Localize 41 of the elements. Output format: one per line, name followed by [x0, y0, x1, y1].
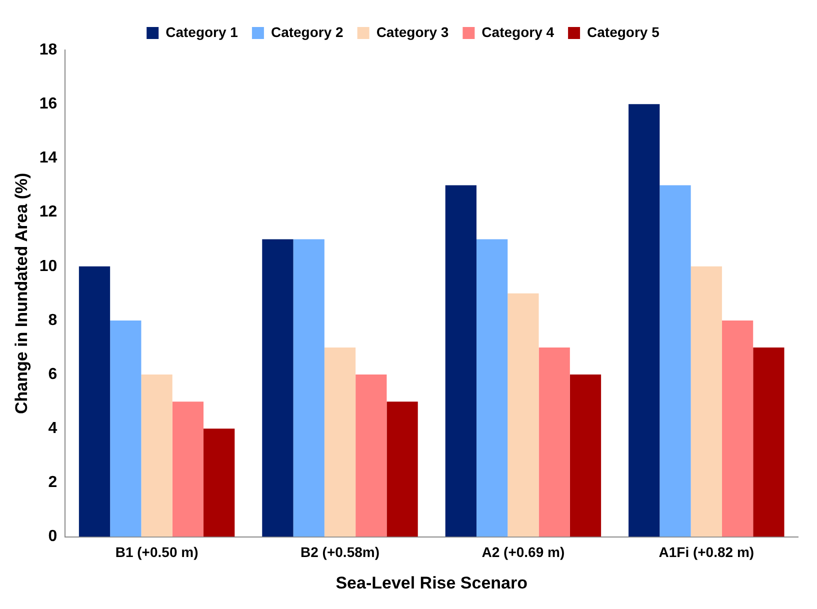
bar	[356, 374, 387, 537]
bar	[660, 185, 691, 537]
bar	[141, 374, 172, 537]
bar	[386, 402, 418, 537]
legend-label: Category 1	[166, 24, 238, 40]
x-tick-label: A1Fi (+0.82 m)	[658, 544, 754, 560]
bar	[508, 293, 539, 537]
y-tick-label: 18	[39, 41, 58, 58]
x-tick-label: B1 (+0.50 m)	[115, 544, 198, 560]
bar	[690, 266, 722, 537]
bar	[476, 239, 508, 537]
x-tick-label: A2 (+0.69 m)	[482, 544, 565, 560]
y-tick-label: 14	[39, 150, 58, 167]
y-tick-label: 10	[39, 258, 58, 275]
y-tick-label: 6	[48, 366, 58, 383]
y-tick-label: 8	[48, 312, 58, 329]
y-tick-label: 0	[48, 528, 58, 546]
bar	[722, 320, 754, 537]
legend-label: Category 3	[376, 24, 449, 40]
x-tick-label: B2 (+0.58m)	[300, 544, 380, 560]
bar	[570, 374, 602, 537]
bar	[262, 239, 294, 537]
y-tick-label: 16	[39, 95, 58, 112]
legend-label: Category 2	[270, 24, 344, 40]
bar	[445, 185, 476, 537]
bar	[628, 104, 660, 537]
bar	[110, 320, 142, 537]
y-tick-label: 12	[39, 204, 58, 221]
bar	[538, 347, 570, 537]
y-axis-title: Change in Inundated Area (%)	[12, 172, 31, 414]
y-tick-label: 2	[48, 474, 58, 492]
bar	[753, 347, 784, 537]
legend-label: Category 4	[482, 24, 554, 40]
bar	[172, 402, 204, 537]
y-tick-label: 4	[48, 420, 58, 438]
bar	[78, 266, 110, 537]
bar	[324, 347, 356, 537]
bar	[293, 239, 324, 537]
x-axis-title: Sea-Level Rise Scenaro	[336, 573, 528, 592]
legend-label: Category 5	[587, 24, 660, 40]
bar	[204, 428, 235, 537]
